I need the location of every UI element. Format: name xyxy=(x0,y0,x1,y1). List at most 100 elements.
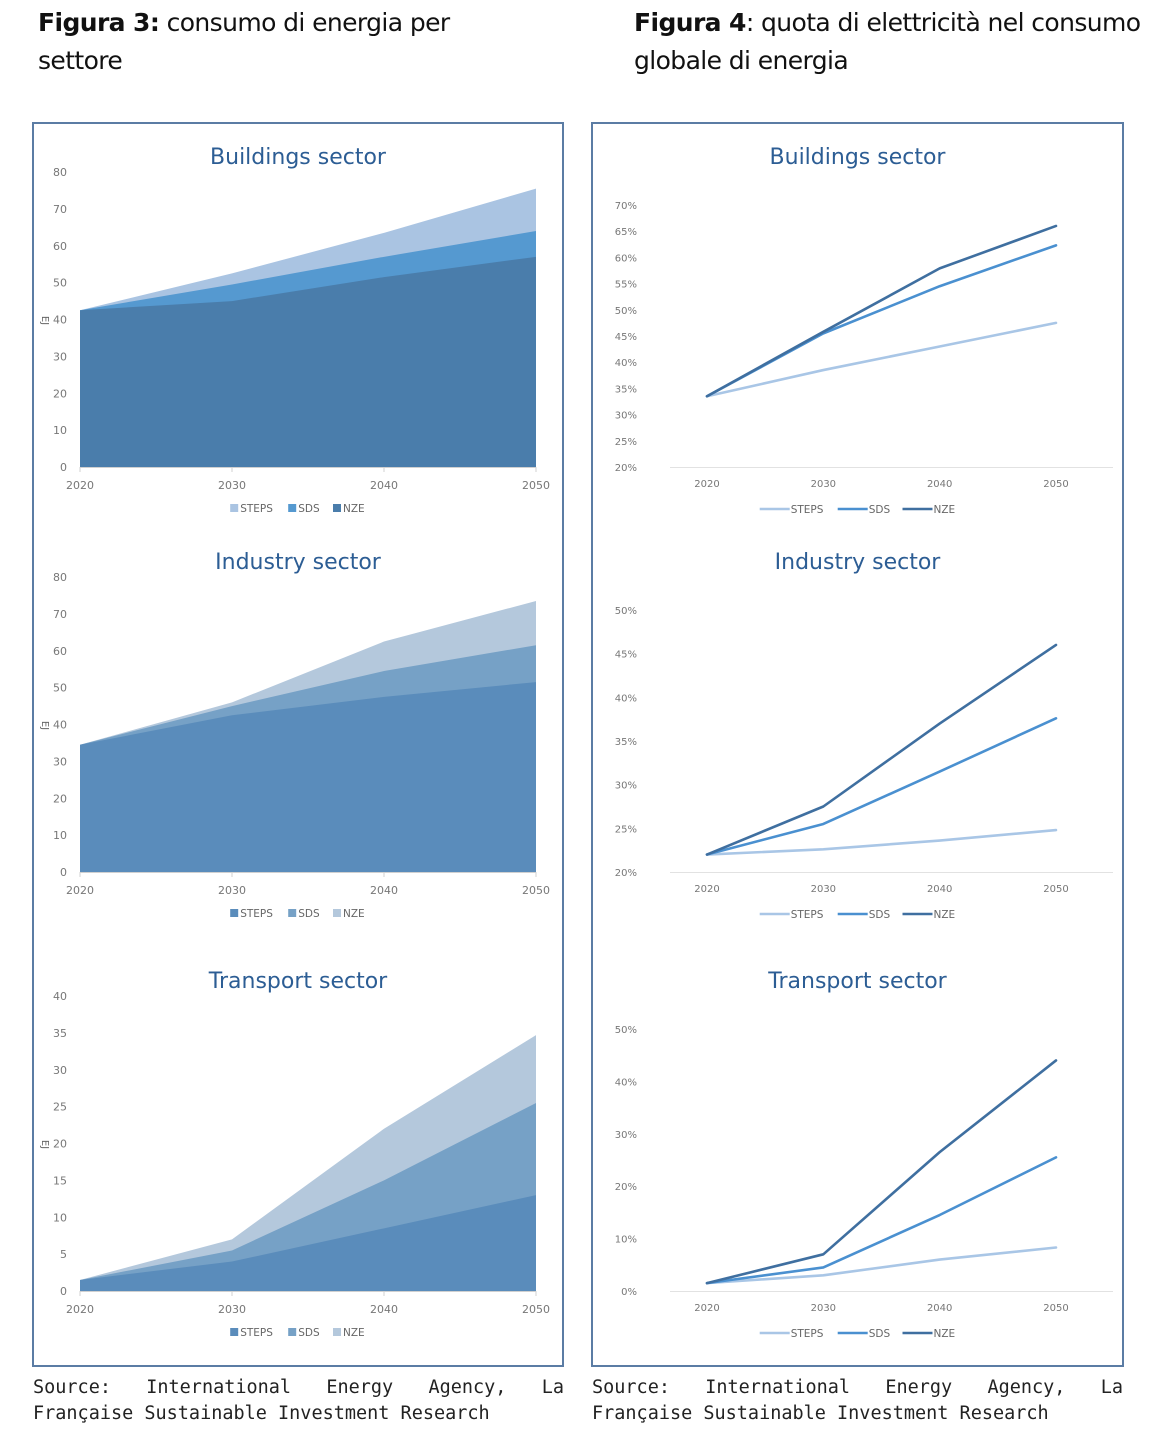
source-note-right: Source: International Energy Agency, La … xyxy=(592,1377,1123,1424)
y-tick-label: 70 xyxy=(53,608,67,621)
legend-label: SDS xyxy=(298,1327,320,1339)
y-tick-label: 80 xyxy=(53,571,67,584)
y-tick-label: 30% xyxy=(615,411,637,422)
legend-swatch-nze xyxy=(333,909,341,917)
y-tick-label: 25 xyxy=(53,1101,67,1114)
y-tick-label: 40 xyxy=(53,719,67,732)
area-steps xyxy=(80,1195,536,1291)
legend-label: NZE xyxy=(343,1327,365,1339)
legend-item-sds: SDS xyxy=(837,909,890,921)
figure-3-panel: Buildings sector 0 10 20 30 40 50 60 70 80 EJ 2020 2… xyxy=(32,122,564,1367)
legend-item-steps: STEPS xyxy=(759,909,824,921)
y-tick-label: 20% xyxy=(615,463,637,474)
y-tick-label: 15 xyxy=(53,1174,67,1187)
legend: STEPS SDS NZE xyxy=(759,504,955,516)
chart-share-buildings: Buildings sector 20% 25% 30% 35% 40% 45% 50% 55%… xyxy=(593,132,1122,532)
legend-swatch-sds xyxy=(288,909,297,917)
legend-label: STEPS xyxy=(791,909,824,921)
chart-share-transport: Transport sector 0% 10% 20% 30% 40% 50% 2020 203… xyxy=(593,956,1122,1356)
legend: STEPS SDS NZE xyxy=(230,503,365,515)
chart-title: Transport sector xyxy=(767,969,947,994)
area-nze xyxy=(80,256,536,467)
figure-3-text: consumo di energia per settore xyxy=(38,8,450,75)
y-tick-label: 30% xyxy=(615,781,637,792)
legend-label: STEPS xyxy=(791,1328,824,1340)
figure-4-label: Figura 4 xyxy=(634,8,746,37)
y-tick-label: 30 xyxy=(53,755,67,768)
x-tick-label: 2030 xyxy=(811,884,836,895)
y-tick-label: 30 xyxy=(53,350,67,363)
legend-label: NZE xyxy=(343,908,365,920)
chart-share-industry: Industry sector 20% 25% 30% 35% 40% 45% 50% 2020… xyxy=(593,537,1122,937)
y-tick-label: 0 xyxy=(60,866,67,879)
line-sds xyxy=(705,716,1058,856)
figure-4-caption: Figura 4: quota di elettricità nel consu… xyxy=(634,4,1154,80)
y-tick-label: 50 xyxy=(53,277,67,290)
x-tick-label: 2050 xyxy=(522,1303,550,1316)
y-tick-label: 50 xyxy=(53,682,67,695)
chart-svg-share-industry: Industry sector 20% 25% 30% 35% 40% 45% 50% 2020… xyxy=(615,550,1113,921)
x-tick-label: 2040 xyxy=(370,479,398,492)
y-tick-label: 40 xyxy=(53,314,67,327)
x-tick-label: 2020 xyxy=(694,884,719,895)
y-tick-label: 0 xyxy=(60,461,67,474)
legend-label: STEPS xyxy=(240,908,273,920)
x-tick-label: 2040 xyxy=(927,1303,952,1314)
legend-label: SDS xyxy=(298,503,320,515)
legend-item-sds: SDS xyxy=(288,1327,320,1339)
legend-swatch-steps xyxy=(230,1328,239,1336)
legend-item-sds: SDS xyxy=(837,1328,891,1340)
legend-item-nze: NZE xyxy=(902,504,955,516)
x-tick-label: 2020 xyxy=(694,479,719,490)
legend-swatch-nze xyxy=(333,504,341,512)
legend-label: NZE xyxy=(934,909,956,921)
line-steps xyxy=(705,1246,1058,1285)
chart-energy-transport: Transport sector 0 5 10 15 20 25 30 35 40 EJ 2020 20… xyxy=(34,956,562,1356)
legend-item-sds: SDS xyxy=(288,503,320,515)
legend-label: STEPS xyxy=(240,503,273,515)
y-tick-label: 80 xyxy=(53,166,67,179)
x-tick-label: 2050 xyxy=(1043,479,1068,490)
legend-label: NZE xyxy=(343,503,365,515)
y-tick-label: 10 xyxy=(53,829,67,842)
x-tick-label: 2020 xyxy=(694,1303,719,1314)
legend-swatch-steps xyxy=(230,504,239,512)
figure-3-label: Figura 3: xyxy=(38,8,160,37)
figure-4-text: : quota di elettricità nel consumo globa… xyxy=(634,8,1141,75)
y-tick-label: 60 xyxy=(53,240,67,253)
y-tick-label: 70 xyxy=(53,203,67,216)
legend-label: STEPS xyxy=(791,504,824,516)
legend-item-steps: STEPS xyxy=(759,504,824,516)
area-steps xyxy=(80,682,536,872)
x-tick-label: 2030 xyxy=(218,479,246,492)
legend-item-nze: NZE xyxy=(902,909,956,921)
source-note-left: Source: International Energy Agency, La … xyxy=(33,1377,564,1424)
y-tick-label: 40% xyxy=(615,358,637,369)
y-tick-label: 10% xyxy=(615,1235,637,1246)
legend-item-steps: STEPS xyxy=(230,1327,273,1339)
y-tick-label: 40% xyxy=(615,693,637,704)
y-tick-label: 25% xyxy=(615,437,637,448)
x-tick-label: 2020 xyxy=(66,1303,94,1316)
line-nze xyxy=(705,1059,1058,1285)
y-tick-label: 35 xyxy=(53,1027,67,1040)
legend-item-nze: NZE xyxy=(333,1327,365,1339)
x-tick-label: 2040 xyxy=(927,479,952,490)
y-tick-label: 50% xyxy=(615,1025,637,1036)
legend-label: SDS xyxy=(869,1328,891,1340)
line-nze xyxy=(705,643,1058,856)
legend: STEPS SDS NZE xyxy=(230,908,365,920)
y-tick-label: 55% xyxy=(615,280,637,291)
x-tick-label: 2050 xyxy=(522,884,550,897)
y-tick-label: 50% xyxy=(615,306,637,317)
legend-label: SDS xyxy=(869,504,891,516)
legend: STEPS SDS NZE xyxy=(230,1327,365,1339)
y-tick-label: 20 xyxy=(53,792,67,805)
legend-swatch-sds xyxy=(288,504,297,512)
chart-title: Transport sector xyxy=(208,969,388,994)
legend-item-nze: NZE xyxy=(333,503,365,515)
legend-swatch-steps xyxy=(230,909,239,917)
legend-label: SDS xyxy=(298,908,320,920)
figure-4-panel: Buildings sector 20% 25% 30% 35% 40% 45% 50% 55%… xyxy=(591,122,1124,1367)
